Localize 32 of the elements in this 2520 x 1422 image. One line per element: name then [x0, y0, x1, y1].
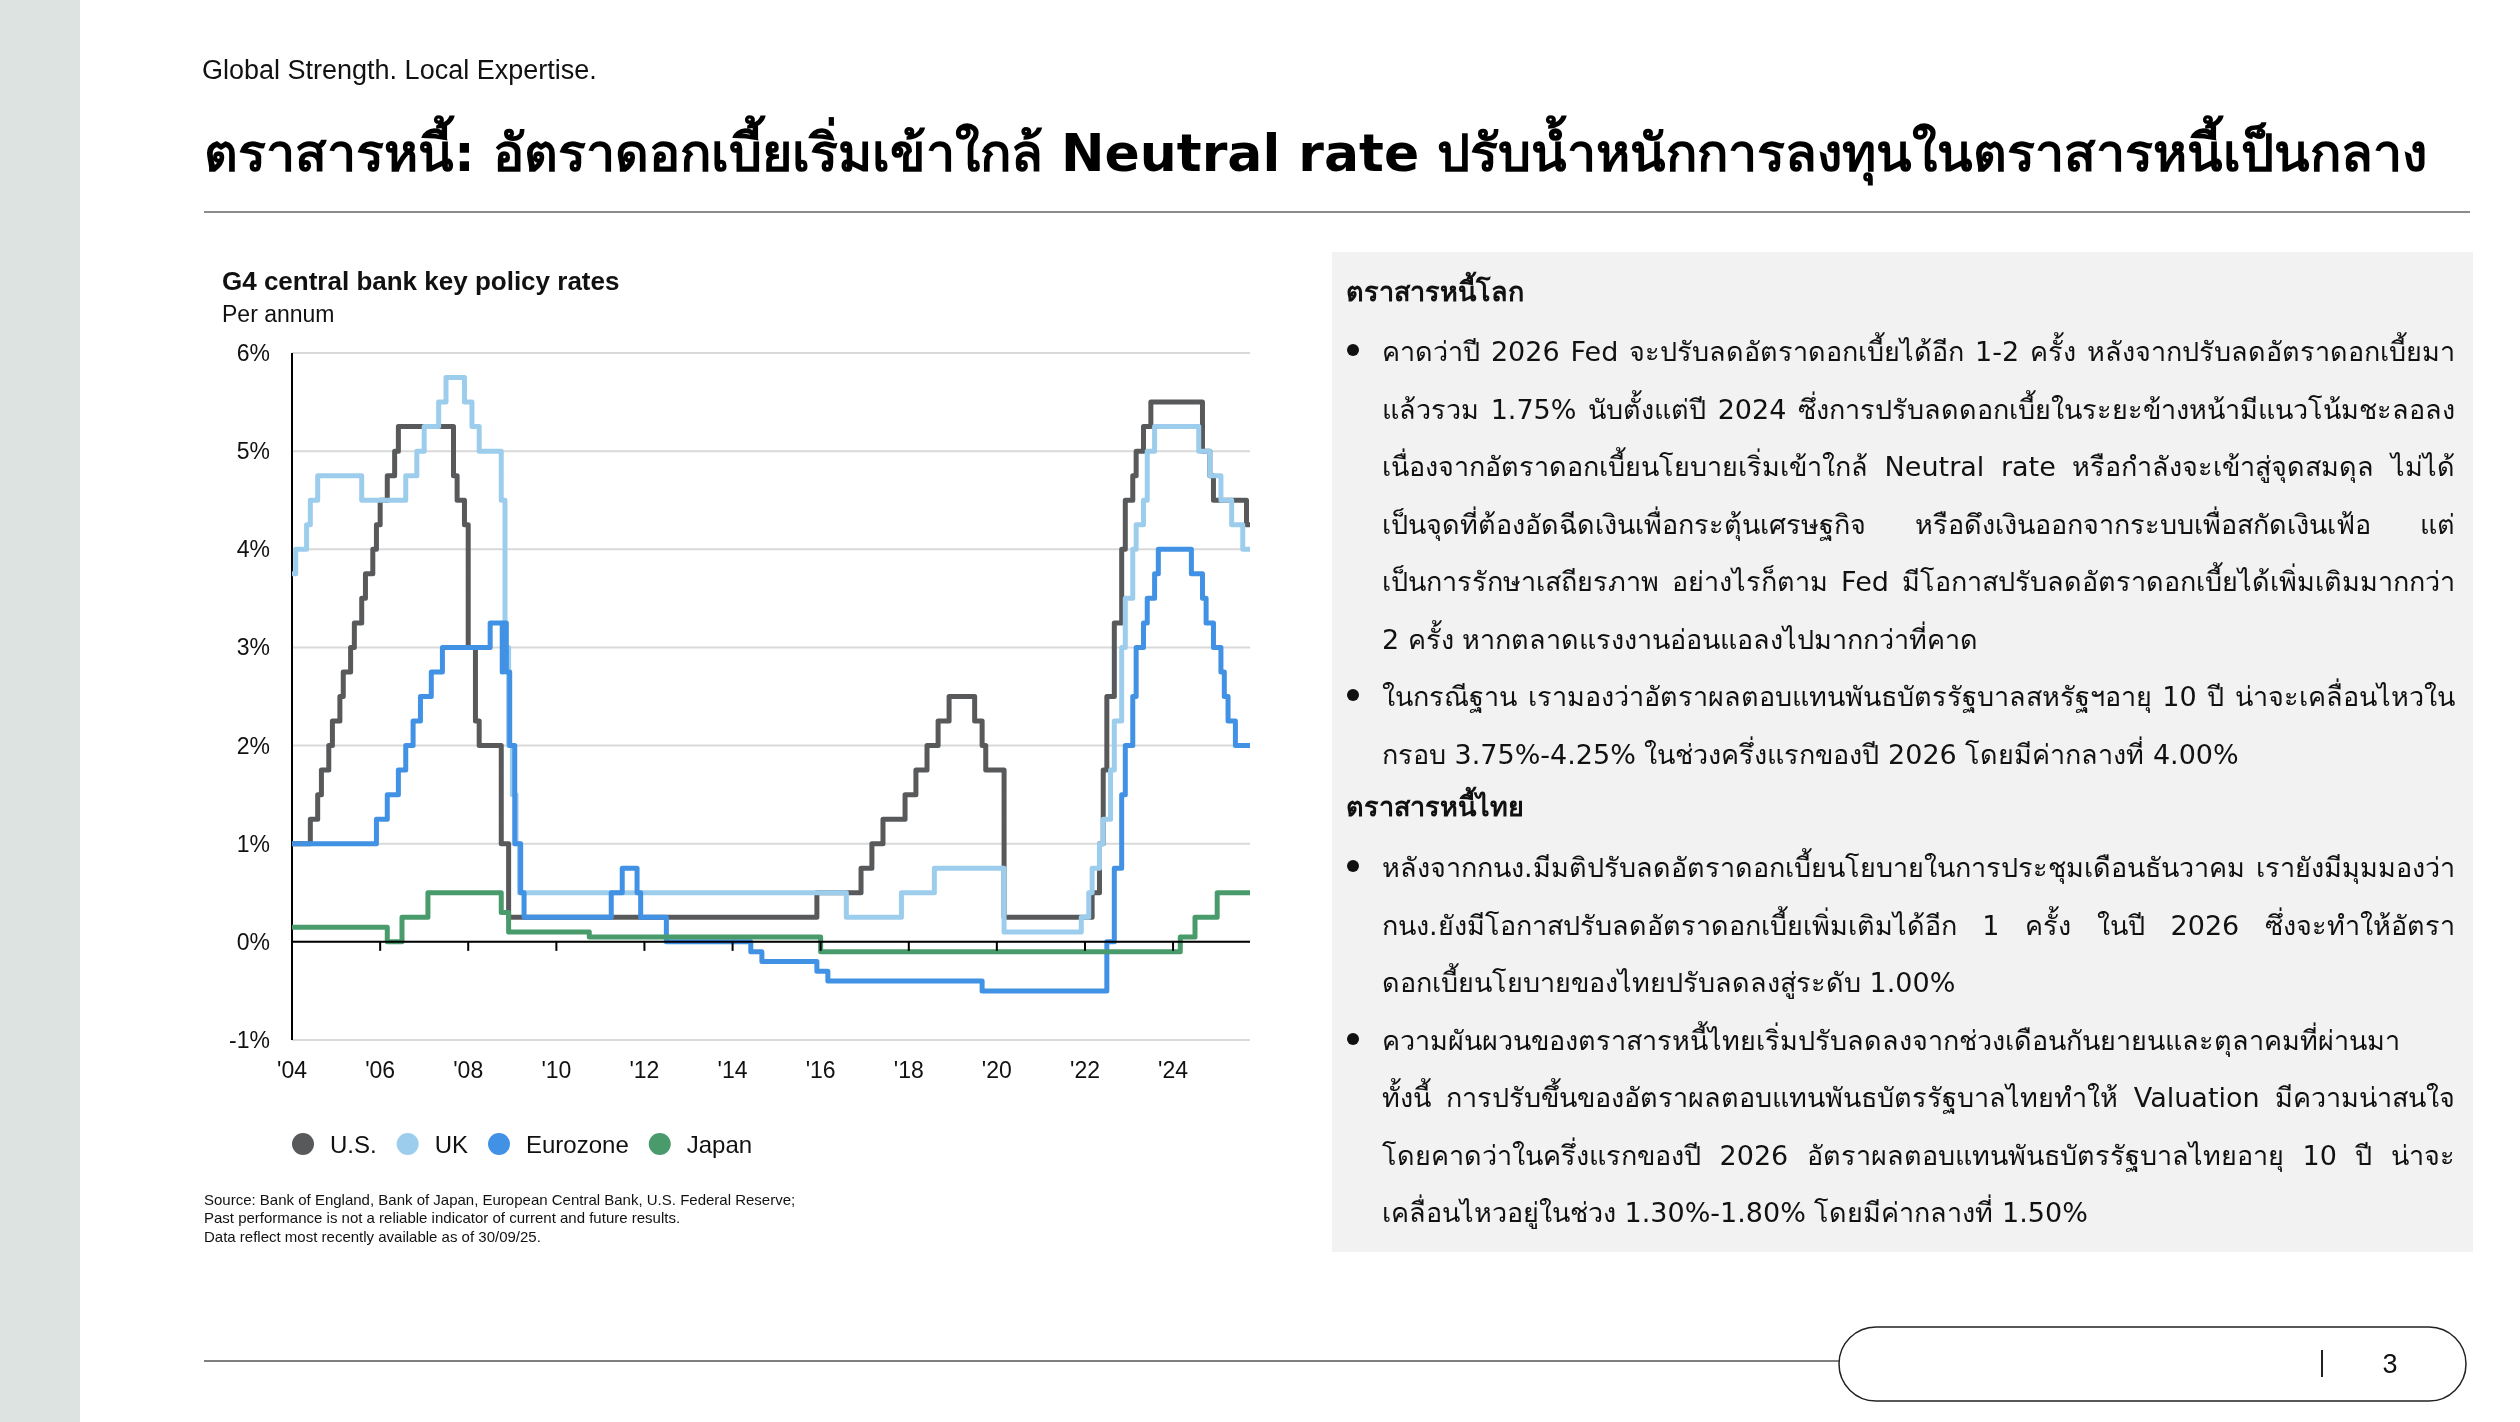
y-tick-label: 6% [236, 340, 270, 366]
legend-label: Japan [686, 1130, 753, 1158]
text: ตราสารหนี้โลก [1346, 270, 1525, 309]
legend-label: Eurozone [526, 1130, 629, 1158]
legend-label: UK [434, 1130, 469, 1158]
legend-label: U.S. [330, 1130, 377, 1158]
text: ตราสารหนี้: อัตราดอกเบี้ยเริ่มเข้าใกล้ Neutral rate ปรับน้ำหนักการลงทุนในตราสารหนี้เป็นกลาง [204, 115, 2428, 186]
x-tick-label: '16 [805, 1057, 836, 1083]
text: 3 [2382, 1349, 2398, 1379]
x-tick-label: '06 [365, 1057, 396, 1083]
text: Global Strength. Local Expertise. [202, 55, 597, 85]
y-tick-label: 0% [236, 928, 270, 955]
source-note: Source: Bank of England, Bank of Japan, European Central Bank, U.S. Federal Reserve; [204, 1190, 796, 1208]
y-tick-label: 2% [236, 732, 270, 759]
x-tick-label: '10 [541, 1057, 572, 1083]
y-tick-label: -1% [229, 1027, 270, 1053]
x-tick-label: '24 [1158, 1057, 1189, 1083]
x-tick-label: '14 [717, 1057, 748, 1083]
x-tick-label: '12 [629, 1057, 660, 1083]
x-tick-label: '22 [1070, 1057, 1100, 1083]
text: Past performance is not a reliable indicator of current and future results. [204, 1209, 681, 1226]
y-tick-label: 5% [236, 438, 270, 465]
x-tick-label: '08 [453, 1057, 484, 1083]
x-tick-label: '18 [893, 1057, 924, 1083]
x-tick-label: '04 [277, 1057, 308, 1083]
y-tick-label: 4% [236, 536, 270, 563]
chart-title: G4 central bank key policy rates [222, 266, 620, 296]
y-tick-label: 3% [236, 634, 270, 661]
x-tick-label: '20 [981, 1057, 1012, 1083]
chart-subtitle: Per annum [222, 301, 335, 327]
y-tick-label: 1% [236, 830, 270, 857]
text: Data reflect most recently available as of 30/09/25. [204, 1227, 541, 1245]
